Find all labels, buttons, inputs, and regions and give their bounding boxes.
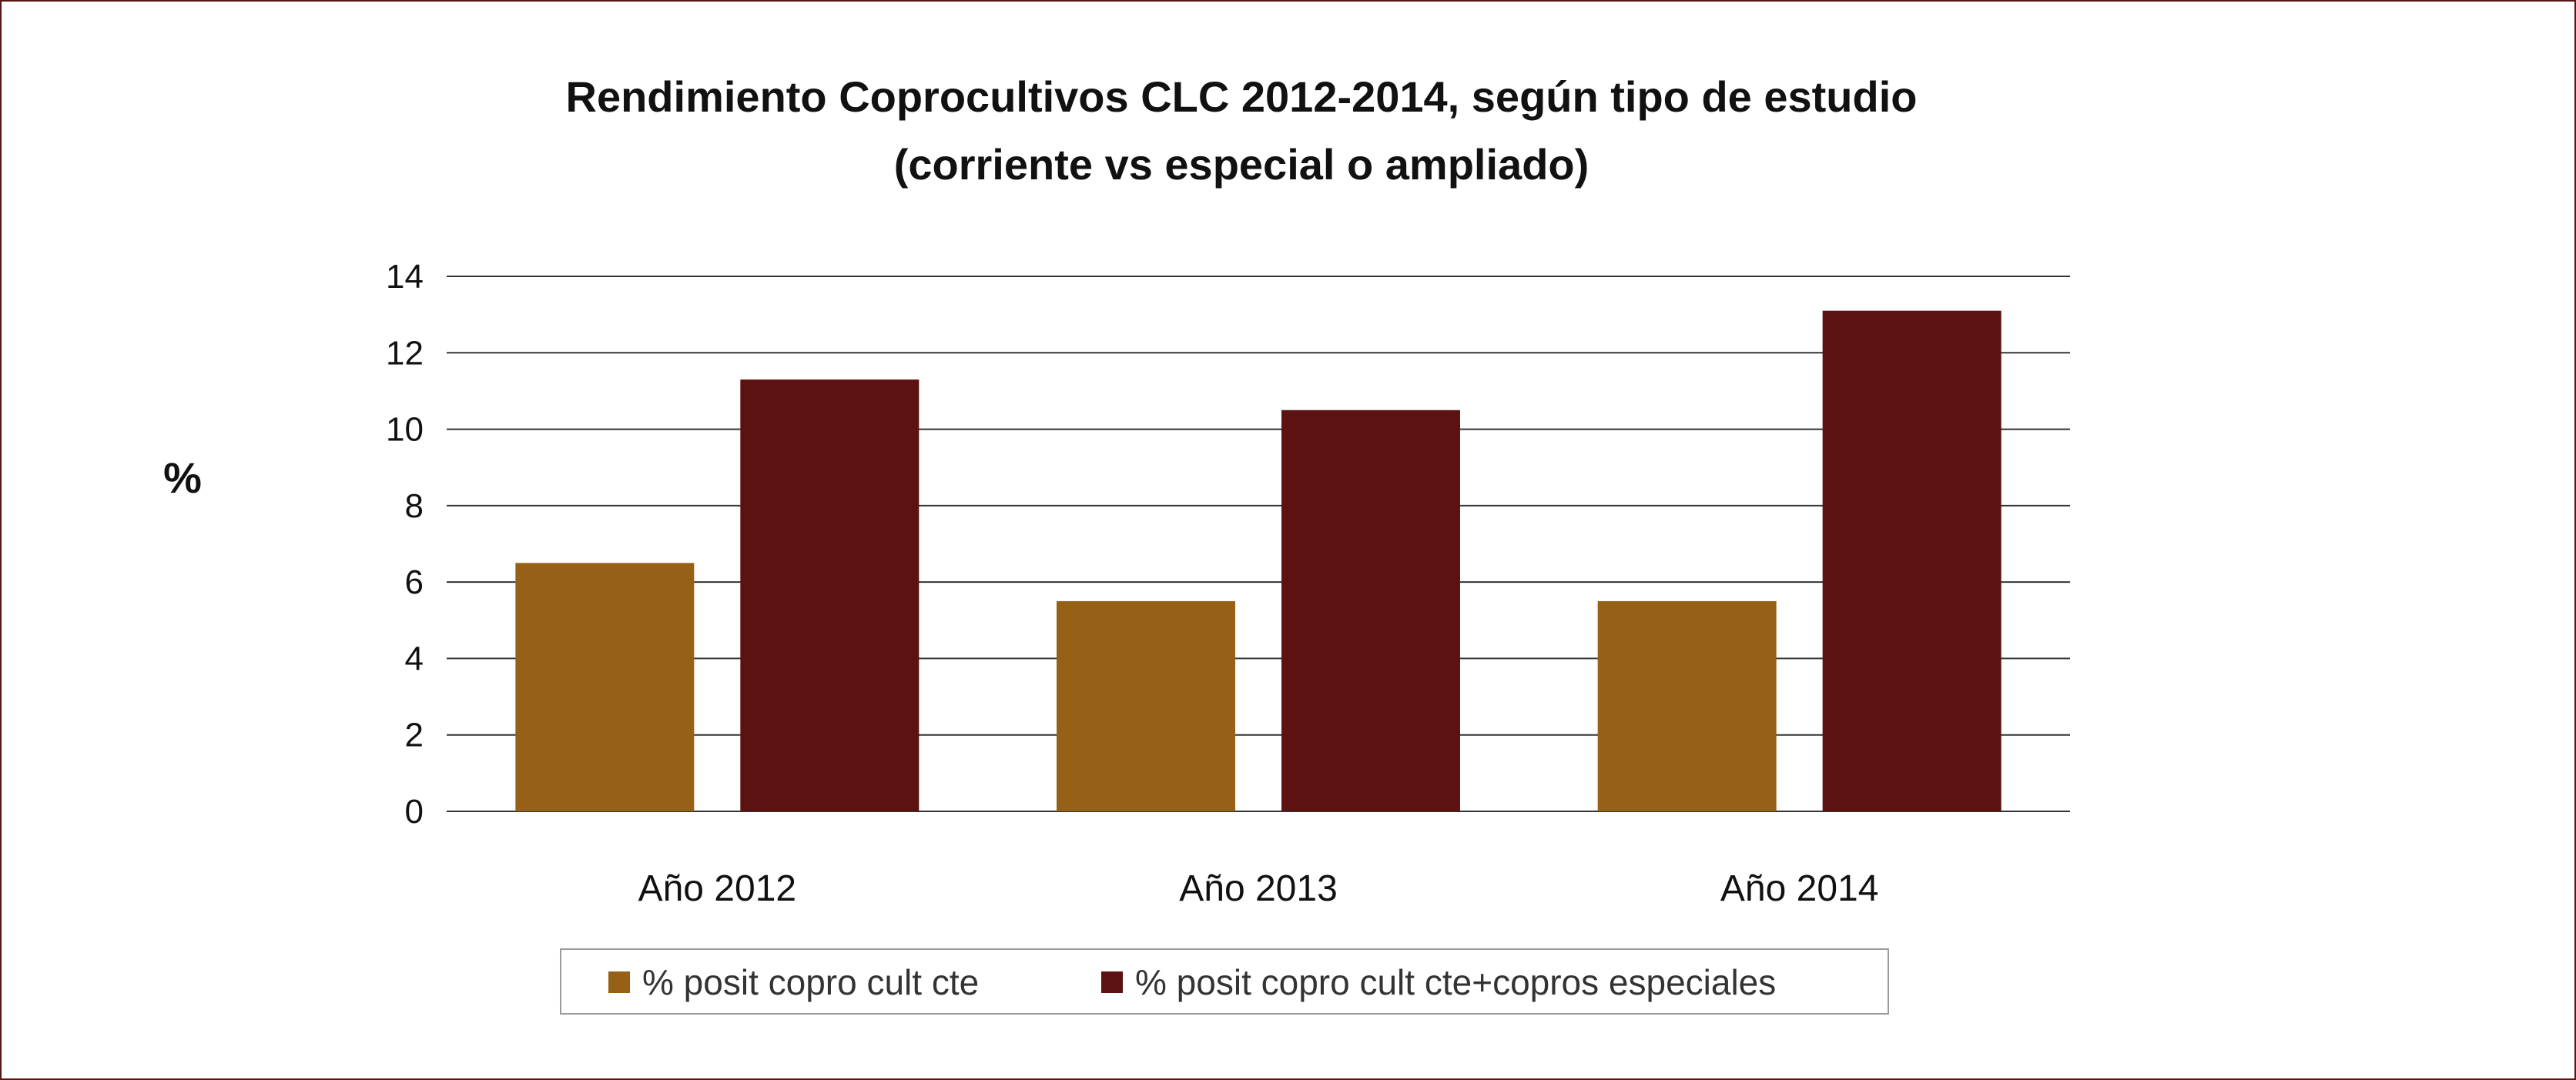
legend-swatch-series-2 bbox=[1101, 971, 1123, 993]
x-category-label: Año 2014 bbox=[1720, 868, 1879, 909]
legend-label-series-2: % posit copro cult cte+copros especiales bbox=[1135, 962, 1776, 1002]
y-tick-label: 12 bbox=[386, 334, 424, 372]
y-tick-label: 0 bbox=[405, 793, 424, 831]
y-tick-label: 4 bbox=[405, 640, 424, 677]
y-axis-label: % bbox=[163, 453, 202, 502]
y-tick-labels: 0 2 4 6 8 10 12 14 bbox=[386, 258, 424, 831]
bars bbox=[515, 310, 2002, 811]
gridlines bbox=[447, 276, 2070, 812]
chart-title-line-1: Rendimiento Coprocultivos CLC 2012-2014,… bbox=[566, 72, 1918, 121]
legend-label-series-1: % posit copro cult cte bbox=[642, 962, 979, 1002]
bar-series-2-2 bbox=[1281, 410, 1460, 811]
x-category-label: Año 2012 bbox=[638, 868, 797, 909]
bar-series-1-1 bbox=[515, 563, 695, 811]
bar-series-2-3 bbox=[1822, 310, 2002, 811]
y-tick-label: 14 bbox=[386, 258, 424, 296]
chart-title-line-2: (corriente vs especial o ampliado) bbox=[894, 140, 1589, 189]
y-tick-label: 10 bbox=[386, 411, 424, 449]
x-category-label: Año 2013 bbox=[1179, 868, 1338, 909]
y-tick-label: 2 bbox=[405, 717, 424, 754]
legend: % posit copro cult cte % posit copro cult… bbox=[560, 948, 1889, 1015]
y-tick-label: 8 bbox=[405, 487, 424, 525]
legend-box bbox=[560, 948, 1889, 1015]
bar-series-1-2 bbox=[1057, 600, 1235, 811]
y-tick-label: 6 bbox=[405, 563, 424, 601]
x-category-labels: Año 2012 Año 2013 Año 2014 bbox=[638, 868, 1879, 909]
legend-swatch-series-1 bbox=[608, 971, 630, 993]
bar-series-2-1 bbox=[740, 380, 920, 811]
bar-series-1-3 bbox=[1597, 600, 1777, 811]
